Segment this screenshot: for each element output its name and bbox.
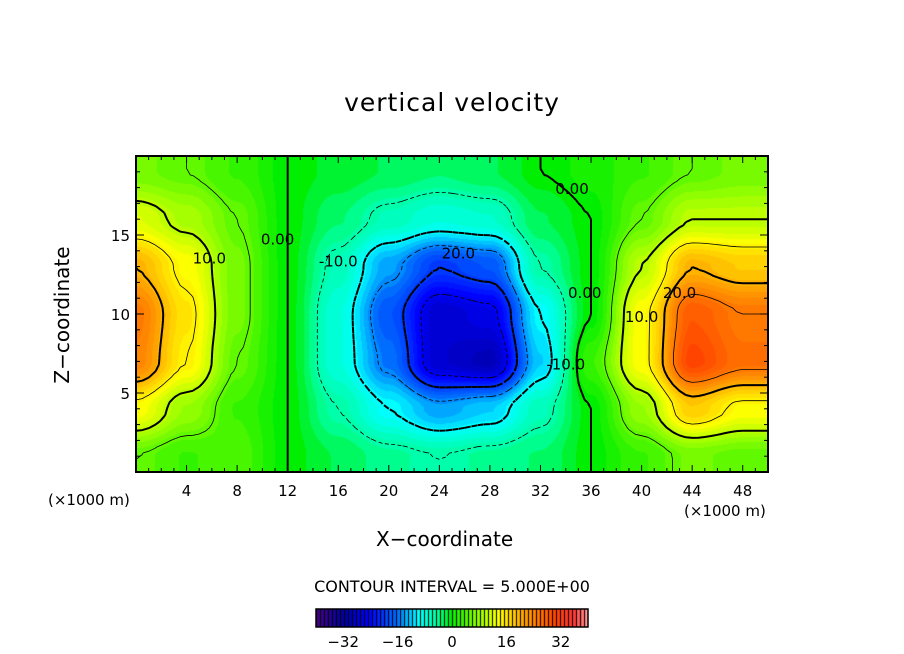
contour-line [420,293,508,379]
contour-line [316,191,567,460]
colorbar-frame [315,608,589,628]
contour-label: 0.00 [261,230,294,248]
colorbar-tick-label: 32 [551,633,570,651]
contour-line [135,199,768,439]
contour-line [673,293,768,383]
contour-label: 20.0 [442,245,475,263]
plot-frame [135,155,769,473]
x-unit-label-left: (×1000 m) [48,491,130,509]
y-tick-label: 5 [120,385,130,403]
y-tick-label: 10 [111,306,130,324]
colorbar-tick-label: 0 [447,633,457,651]
colorbar-tick-label: −16 [382,633,414,651]
x-unit-label-right: (×1000 m) [684,502,766,520]
contour-label: 10.0 [193,249,226,267]
contour-line [135,266,768,398]
colorbar-tick-label: −32 [327,633,359,651]
colorbar-tick-label: 16 [497,633,516,651]
y-axis-label: Z−coordinate [50,246,74,384]
y-tick-label: 15 [111,227,130,245]
contour-interval-label: CONTOUR INTERVAL = 5.000E+00 [314,577,590,596]
contour-line [135,238,768,425]
x-tick-label: 24 [430,482,449,500]
contour-label: 0.00 [555,180,588,198]
x-tick-label: 40 [632,482,651,500]
x-tick-label: 12 [278,482,297,500]
contour-line [370,245,528,402]
x-tick-label: 32 [531,482,550,500]
x-tick-label: 8 [232,482,242,500]
contour-label: 10.0 [625,308,658,326]
velocity-heatmap [136,156,768,472]
contour-label: -10.0 [546,355,585,373]
contour-line [402,266,518,389]
x-tick-label: 36 [581,482,600,500]
chart-title: vertical velocity [344,88,560,117]
contour-line [351,230,553,432]
x-tick-label: 20 [379,482,398,500]
x-tick-label: 28 [480,482,499,500]
x-tick-label: 16 [329,482,348,500]
colorbar [316,609,588,627]
x-axis-label: X−coordinate [376,527,514,551]
contour-label: -10.0 [319,253,358,271]
contour-label: 0.00 [568,284,601,302]
x-tick-label: 44 [683,482,702,500]
x-tick-label: 48 [733,482,752,500]
x-tick-label: 4 [182,482,192,500]
contour-label: 20.0 [663,284,696,302]
